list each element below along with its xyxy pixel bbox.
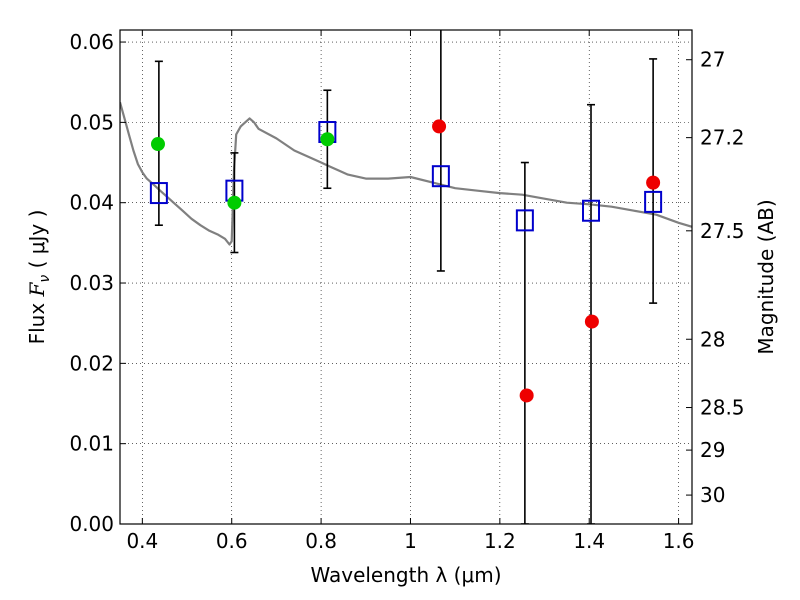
right-tick-label: 27.5 — [700, 219, 745, 243]
green-data-point — [320, 132, 335, 147]
y-axis-label-left: Flux Fν ( μJy ) — [25, 210, 53, 345]
y-axis-label-prefix: Flux — [25, 296, 49, 344]
y-tick-label: 0.05 — [69, 110, 114, 134]
red-data-point — [584, 314, 599, 329]
y-axis-label-unit: ( μJy ) — [25, 210, 49, 275]
plot-area — [120, 30, 692, 524]
y-axis-label-symbol: F — [25, 281, 49, 297]
x-axis-label: Wavelength λ (μm) — [310, 563, 501, 587]
model-band-square — [431, 165, 450, 188]
x-tick-label: 1.2 — [484, 529, 516, 553]
model-band-square — [149, 182, 168, 205]
right-tick-label: 28.5 — [700, 396, 745, 420]
y-tick-label: 0.04 — [69, 191, 114, 215]
y-tick-label: 0.03 — [69, 271, 114, 295]
x-tick-label: 0.6 — [216, 529, 248, 553]
red-data-point — [432, 119, 447, 134]
right-tick-label: 29 — [700, 438, 725, 462]
y-axis-label-subscript: ν — [37, 275, 53, 283]
model-band-square — [515, 209, 534, 232]
green-data-point — [227, 195, 242, 210]
x-tick-label: 1.4 — [573, 529, 605, 553]
y-tick-label: 0.02 — [69, 351, 114, 375]
red-data-point — [519, 388, 534, 403]
x-tick-label: 0.4 — [126, 529, 158, 553]
grid-layer — [120, 30, 692, 525]
y-tick-label: 0.01 — [69, 432, 114, 456]
model-band-square — [644, 190, 663, 213]
y-axis-label-right: Magnitude (AB) — [754, 199, 778, 354]
tick-layer: 0.4 0.6 0.8 1 1.2 1.4 1.6 0.00 0.01 0.02 0.03 0.04 0… — [69, 30, 745, 553]
y-tick-label: 0.06 — [69, 30, 114, 54]
green-data-point — [150, 137, 165, 152]
x-tick-label: 1 — [404, 529, 417, 553]
y-tick-label: 0.00 — [69, 512, 114, 536]
x-tick-label: 0.8 — [305, 529, 337, 553]
right-tick-label: 30 — [700, 483, 725, 507]
plot-frame — [119, 29, 693, 525]
x-tick-label: 1.6 — [663, 529, 695, 553]
model-band-square — [582, 199, 601, 222]
red-data-point — [646, 175, 661, 190]
right-tick-label: 27.2 — [700, 126, 745, 150]
right-tick-label: 27 — [700, 48, 725, 72]
model-spectrum-line — [120, 102, 692, 246]
right-tick-label: 28 — [700, 327, 725, 351]
